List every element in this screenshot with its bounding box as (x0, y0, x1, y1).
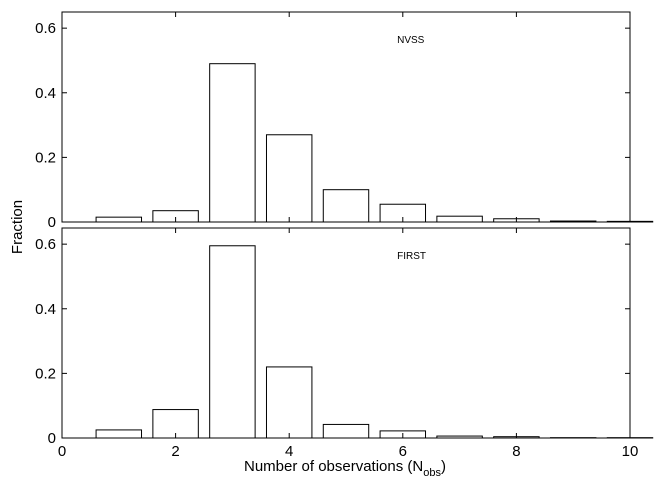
y-tick-label: 0.6 (35, 236, 56, 253)
x-tick-label: 2 (171, 443, 179, 460)
y-tick-label: 0 (48, 214, 56, 231)
x-axis-label-end: ) (441, 458, 446, 475)
y-tick-label: 0.2 (35, 365, 56, 382)
y-tick-label: 0.4 (35, 301, 56, 318)
bar (436, 215, 483, 223)
panel-label: FIRST (397, 251, 426, 262)
bar (322, 423, 370, 439)
bar (322, 189, 370, 223)
bar (265, 134, 313, 223)
panel-nvss: 0 0.2 0.4 0.6 NVSS (35, 11, 654, 231)
bar (209, 245, 256, 439)
y-tick-label: 0.2 (35, 149, 56, 166)
x-axis-label: Number of observations (Nobs) (244, 458, 446, 479)
x-tick-label: 10 (622, 443, 639, 460)
plot-frame (61, 227, 631, 439)
panel-label: NVSS (397, 35, 425, 46)
x-axis-label-main: Number of observations (N (244, 458, 423, 475)
y-tick-label: 0 (48, 430, 56, 447)
bar (265, 366, 313, 439)
x-tick-label: 8 (512, 443, 520, 460)
x-axis-label-subscript: obs (423, 467, 441, 479)
panel-first: 0 0.2 0.4 0.6 0 2 4 6 8 10 FIRST (35, 227, 654, 460)
x-tick-label: 6 (399, 443, 407, 460)
bar (95, 216, 143, 223)
plot-frame (61, 11, 631, 223)
bar (209, 63, 256, 223)
panels-group: 0 0.2 0.4 0.6 NVSS 0 0.2 0.4 0.6 0 2 4 6 8 10 FIRST (35, 11, 654, 460)
x-tick-label: 0 (58, 443, 66, 460)
y-axis-label: Fraction (9, 200, 26, 254)
y-tick-label: 0.6 (35, 20, 56, 37)
y-tick-label: 0.4 (35, 85, 56, 102)
bar (95, 429, 143, 439)
x-tick-label: 4 (285, 443, 293, 460)
